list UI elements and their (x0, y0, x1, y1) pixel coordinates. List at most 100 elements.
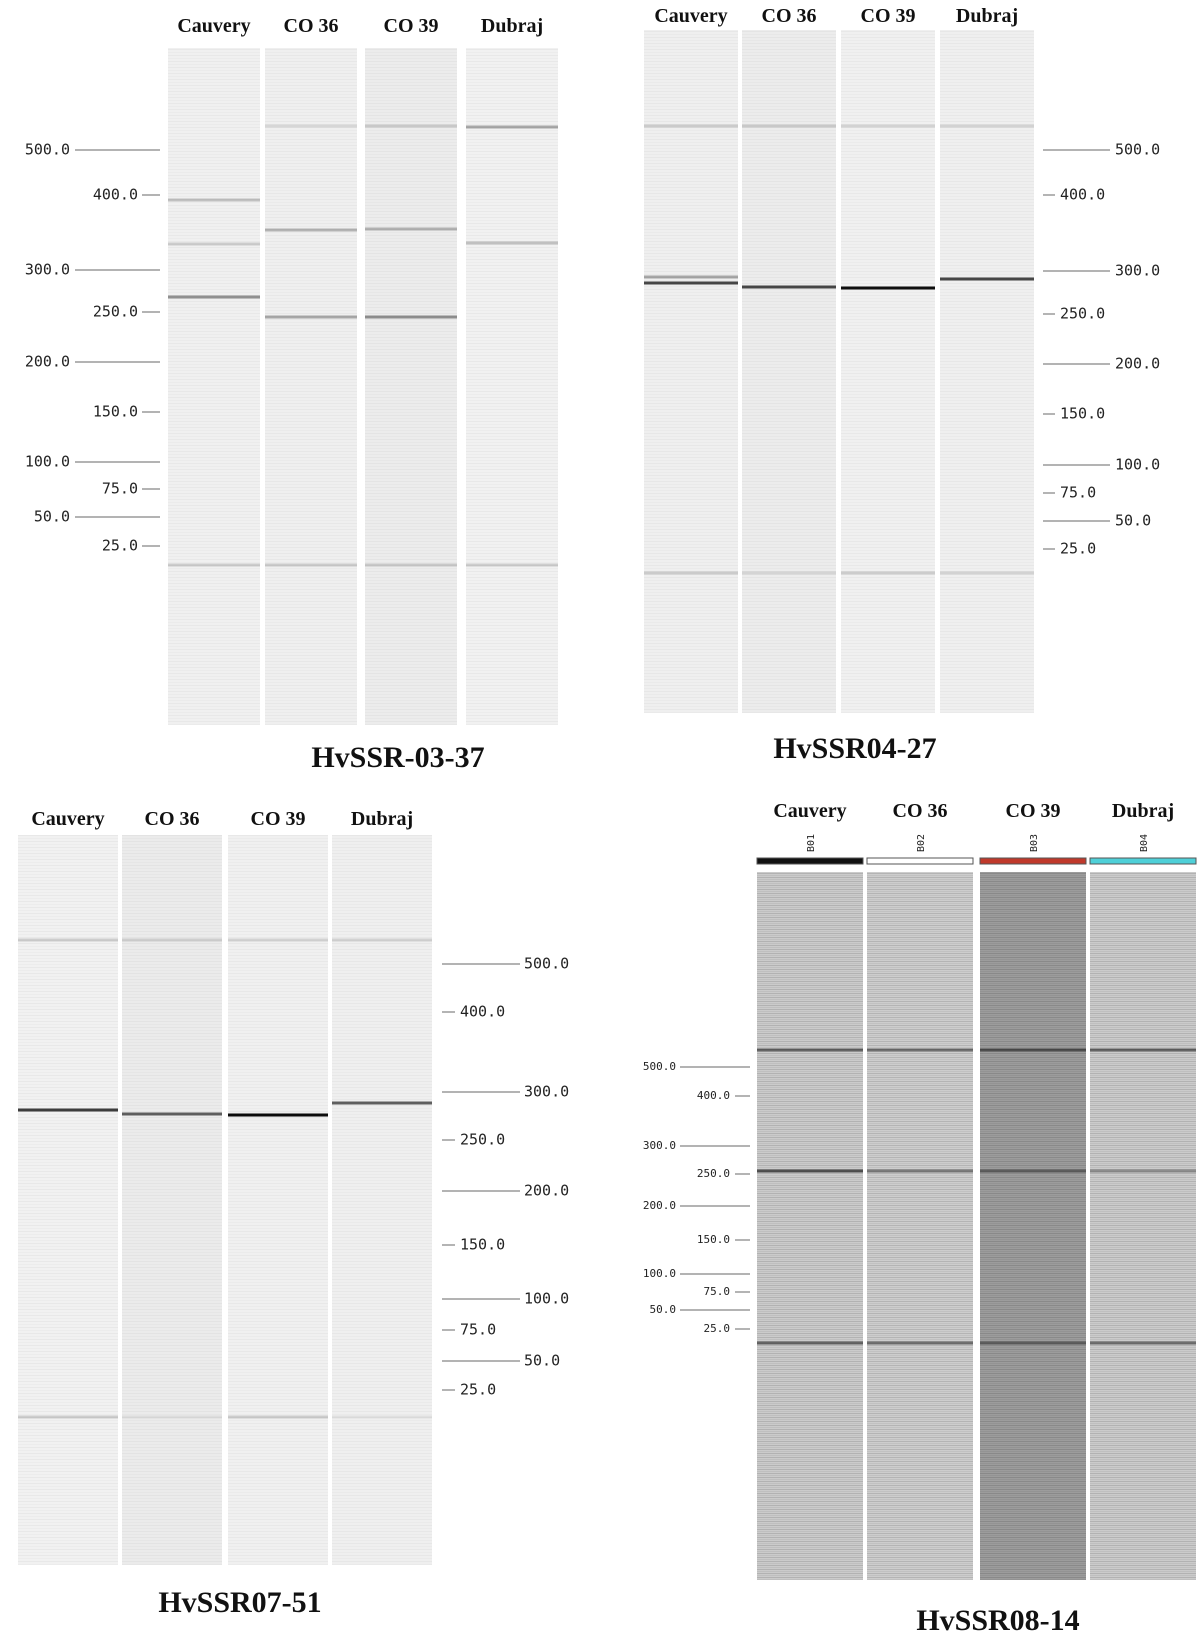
band (644, 124, 738, 128)
ladder-label: 50.0 (650, 1303, 677, 1316)
lane-id: B04 (1139, 834, 1150, 852)
band (265, 563, 357, 567)
panel-title: HvSSR04-27 (773, 732, 936, 765)
band (122, 938, 222, 942)
lane-texture (122, 835, 222, 1565)
lane-texture (18, 835, 118, 1565)
panel-title: HvSSR-03-37 (311, 741, 484, 774)
lane-texture (841, 30, 935, 713)
gel-panel: Cauvery CO 36 CO 39 Dubraj 500.0 400.0 300.0 25… (18, 808, 569, 1619)
ladder-label: 150.0 (1060, 405, 1105, 423)
lane-id: B03 (1029, 834, 1040, 852)
band (980, 1048, 1086, 1052)
lane-texture (644, 30, 738, 713)
ladder-label: 25.0 (460, 1381, 496, 1399)
band (18, 1108, 118, 1112)
band (841, 286, 935, 290)
band (757, 1341, 863, 1345)
ladder-label: 250.0 (1060, 305, 1105, 323)
ladder-label: 500.0 (643, 1060, 676, 1073)
ladder-label: 50.0 (1115, 512, 1151, 530)
lane-texture (168, 48, 260, 725)
ladder-label: 500.0 (1115, 141, 1160, 159)
ladder-label: 250.0 (460, 1131, 505, 1149)
band (228, 1113, 328, 1117)
ladder-label: 150.0 (697, 1233, 730, 1246)
lane-texture (742, 30, 836, 713)
band (466, 241, 558, 245)
band (365, 315, 457, 319)
lane-label: Dubraj (1112, 800, 1174, 822)
ladder-label: 50.0 (34, 508, 70, 526)
lane-texture (867, 872, 973, 1580)
lane-label: Dubraj (481, 15, 543, 37)
lane-id: B02 (916, 834, 927, 852)
band (18, 938, 118, 942)
band (841, 571, 935, 575)
lane-texture (332, 835, 432, 1565)
band (265, 124, 357, 128)
band (940, 571, 1034, 575)
band (1090, 1341, 1196, 1345)
band (332, 1415, 432, 1419)
lane-label: CO 36 (762, 5, 817, 27)
ladder-label: 500.0 (524, 955, 569, 973)
lane-color-bar (866, 857, 974, 865)
band (644, 275, 738, 279)
band (168, 563, 260, 567)
band (940, 277, 1034, 281)
band (365, 563, 457, 567)
lane-label: Cauvery (654, 5, 727, 27)
ladder-label: 100.0 (524, 1290, 569, 1308)
lane-color-bar (1089, 857, 1197, 865)
ladder-label: 400.0 (460, 1003, 505, 1021)
band (168, 295, 260, 299)
band (867, 1169, 973, 1173)
ladder-label: 250.0 (93, 303, 138, 321)
ladder-label: 150.0 (460, 1236, 505, 1254)
band (122, 1112, 222, 1116)
lane-texture (466, 48, 558, 725)
lane-label: CO 36 (145, 808, 200, 830)
band (867, 1341, 973, 1345)
band (228, 1415, 328, 1419)
ladder-label: 300.0 (25, 261, 70, 279)
ladder-label: 25.0 (102, 537, 138, 555)
band (867, 1048, 973, 1052)
band (18, 1415, 118, 1419)
lane-label: Dubraj (351, 808, 413, 830)
lane-label: Cauvery (773, 800, 846, 822)
ladder-label: 25.0 (704, 1322, 731, 1335)
band (1090, 1048, 1196, 1052)
lane-texture (940, 30, 1034, 713)
lane-label: CO 36 (893, 800, 948, 822)
ladder-label: 400.0 (93, 186, 138, 204)
ladder-label: 200.0 (524, 1182, 569, 1200)
band (980, 1169, 1086, 1173)
band (265, 228, 357, 232)
lane-label: CO 39 (1006, 800, 1061, 822)
ladder-label: 250.0 (697, 1167, 730, 1180)
lane-texture (365, 48, 457, 725)
ladder-label: 100.0 (643, 1267, 676, 1280)
lane-color-bar (979, 857, 1087, 865)
band (168, 242, 260, 246)
ladder-label: 300.0 (1115, 262, 1160, 280)
ladder-label: 500.0 (25, 141, 70, 159)
ladder-label: 75.0 (1060, 484, 1096, 502)
band (742, 124, 836, 128)
gel-panel: Cauvery B01 CO 36 B02 CO 39 B03 Dubraj B04 500.0… (643, 800, 1197, 1636)
lane-label: Cauvery (177, 15, 250, 37)
band (228, 938, 328, 942)
gel-panel: Cauvery CO 36 CO 39 Dubraj 500.0 400.0 300.0 25… (644, 5, 1160, 765)
panel-title: HvSSR07-51 (158, 1586, 321, 1619)
ladder-label: 50.0 (524, 1352, 560, 1370)
lane-label: CO 39 (251, 808, 306, 830)
lane-texture (1090, 872, 1196, 1580)
ladder-label: 300.0 (643, 1139, 676, 1152)
band (466, 563, 558, 567)
band (332, 938, 432, 942)
band (841, 124, 935, 128)
ladder-label: 400.0 (1060, 186, 1105, 204)
band (168, 198, 260, 202)
